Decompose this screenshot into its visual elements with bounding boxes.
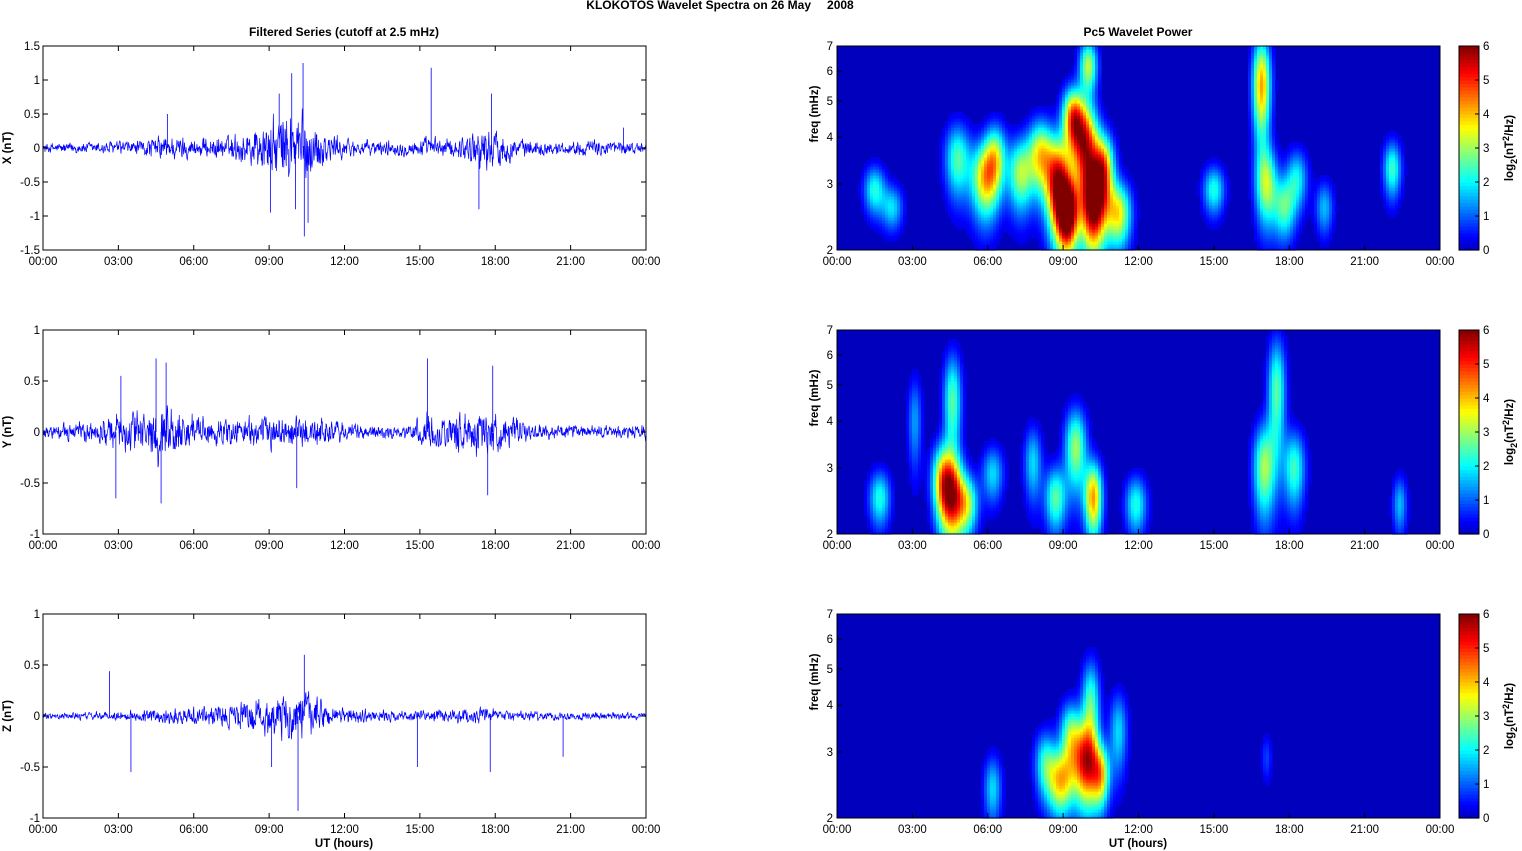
y-tick-label: 0 — [34, 427, 40, 439]
y-tick-label: -1 — [30, 211, 40, 223]
x-tick-label: 03:00 — [104, 540, 133, 552]
y-tick-label: 0 — [34, 711, 40, 723]
y-tick-label: -0.5 — [20, 762, 40, 774]
series-trace — [43, 691, 646, 741]
y-tick-label: 0.5 — [24, 109, 40, 121]
x-tick-label: 15:00 — [405, 824, 434, 836]
x-tick-label: 00:00 — [29, 824, 58, 836]
y-axis-label: Z (nT) — [2, 700, 14, 732]
x-tick-label: 21:00 — [556, 256, 585, 268]
x-tick-label: 00:00 — [632, 824, 661, 836]
x-tick-label: 03:00 — [104, 256, 133, 268]
x-tick-label: 03:00 — [104, 824, 133, 836]
x-tick-label: 09:00 — [255, 540, 284, 552]
series-trace — [43, 108, 646, 178]
heatmap-cell — [876, 157, 880, 161]
heatmap-cell — [1215, 157, 1219, 161]
y-tick-label: -0.5 — [20, 177, 40, 189]
y-tick-label: 0.5 — [24, 660, 40, 672]
wavelet-figure: KLOKOTOS Wavelet Spectra on 26 May 2008 F… — [0, 0, 1522, 851]
heatmap-cell — [1299, 142, 1303, 146]
y-tick-label: 1 — [34, 75, 40, 87]
x-tick-label: 06:00 — [179, 540, 208, 552]
x-tick-label: 12:00 — [330, 540, 359, 552]
figure-title: KLOKOTOS Wavelet Spectra on 26 May 2008 — [586, 0, 854, 12]
left-column-title: Filtered Series (cutoff at 2.5 mHz) — [249, 25, 439, 39]
heatmap-cell — [1098, 46, 1102, 50]
x-tick-label: 15:00 — [405, 540, 434, 552]
right-column-title: Pc5 Wavelet Power — [1084, 25, 1193, 39]
x-tick-label: 09:00 — [255, 824, 284, 836]
y-tick-label: 1 — [34, 609, 40, 621]
series-panel-filtered-x: -1.5-1-0.500.511.500:00 03:00 06:00 09:00 12… — [2, 41, 660, 268]
x-tick-label: 18:00 — [481, 540, 510, 552]
y-tick-label: 0.5 — [24, 376, 40, 388]
x-tick-label: 06:00 — [179, 824, 208, 836]
x-tick-label: 12:00 — [330, 824, 359, 836]
series-trace — [43, 405, 646, 467]
y-axis-label: X (nT) — [2, 132, 14, 165]
heatmap-cell — [1326, 175, 1330, 179]
x-tick-label: 21:00 — [556, 824, 585, 836]
x-tick-label: 15:00 — [405, 256, 434, 268]
y-axis-label: Y (nT) — [2, 416, 14, 449]
x-tick-label: 18:00 — [481, 824, 510, 836]
heatmap-cell — [960, 112, 964, 116]
x-tick-label: 00:00 — [29, 256, 58, 268]
x-tick-label: 12:00 — [330, 256, 359, 268]
y-tick-label: 1.5 — [24, 41, 40, 53]
heatmap-cell — [999, 112, 1003, 116]
x-axis-label-right: UT (hours) — [1109, 838, 1167, 850]
y-tick-label: 0 — [34, 143, 40, 155]
x-axis-label-left: UT (hours) — [315, 838, 373, 850]
x-tick-label: 21:00 — [556, 540, 585, 552]
heatmap-cell — [1392, 130, 1396, 134]
x-tick-label: 09:00 — [255, 256, 284, 268]
y-tick-label: -0.5 — [20, 478, 40, 490]
x-tick-label: 00:00 — [29, 540, 58, 552]
x-tick-label: 00:00 — [632, 540, 661, 552]
x-tick-label: 18:00 — [481, 256, 510, 268]
x-tick-label: 00:00 — [632, 256, 661, 268]
x-tick-label: 06:00 — [179, 256, 208, 268]
y-tick-label: 1 — [34, 325, 40, 337]
